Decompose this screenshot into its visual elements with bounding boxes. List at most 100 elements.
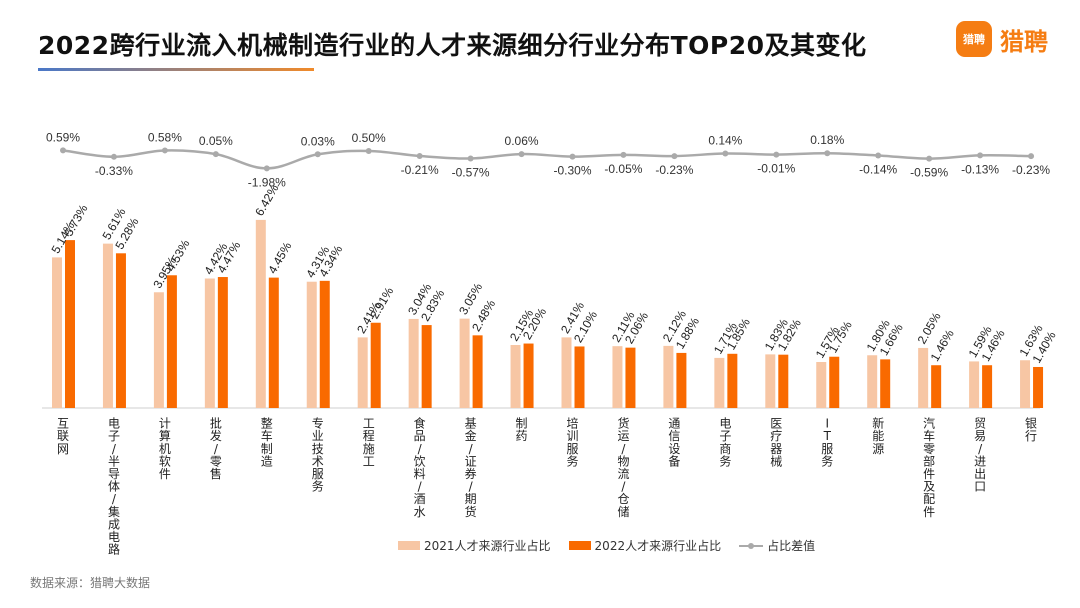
logo-text: 猎聘 <box>1000 27 1048 56</box>
legend-item-2021: 2021人才来源行业占比 <box>398 537 551 554</box>
title-underline <box>38 68 314 71</box>
bar-2021 <box>663 345 674 408</box>
bar-2022 <box>523 343 534 408</box>
diff-point <box>977 152 984 159</box>
diff-label: -0.30% <box>553 164 591 178</box>
category-labels-layer: 互联网 电子/半导体/集成电路 计算机软件 批发/零售 整车制造 专业技术服务 工程施工 食品… <box>57 416 1037 557</box>
category-label: 计算机软件 <box>159 417 171 481</box>
diff-point <box>773 151 780 158</box>
category-label: 互联网 <box>57 417 69 456</box>
diff-label: 0.03% <box>301 134 335 148</box>
bar-2021 <box>765 354 776 408</box>
bar-2021 <box>867 355 878 408</box>
diff-label: 0.14% <box>708 134 742 148</box>
category-label: 整车制造 <box>261 416 273 469</box>
bar-2021 <box>408 318 419 408</box>
category-label: 培训服务 <box>566 416 578 469</box>
bar-2022 <box>370 322 381 408</box>
bar-2022 <box>319 280 330 408</box>
legend-swatch-2022 <box>568 541 591 550</box>
logo-badge-icon: 猎聘 <box>956 21 992 57</box>
category-label: 银行 <box>1025 417 1037 444</box>
bar-2021 <box>102 243 113 408</box>
bar-2022 <box>65 240 75 408</box>
bar-2021 <box>459 318 470 408</box>
diff-point <box>212 151 219 158</box>
diff-point <box>722 150 729 157</box>
bar-2021 <box>969 361 980 408</box>
diff-label: 0.05% <box>199 134 233 148</box>
page-title: 2022跨行业流入机械制造行业的人才来源细分行业分布TOP20及其变化 <box>38 31 867 60</box>
diff-series-line <box>62 149 1032 170</box>
category-label: 医疗器械 <box>770 417 782 469</box>
category-label: 食品/饮料/酒水 <box>414 416 426 519</box>
bar-2021 <box>612 346 623 408</box>
diff-point <box>569 153 576 160</box>
diff-point <box>1028 153 1035 160</box>
legend-label-2021: 2021人才来源行业占比 <box>424 539 551 553</box>
category-label: 贸易/进出口 <box>974 417 986 494</box>
data-source: 数据来源：猎聘大数据 <box>30 576 151 590</box>
legend-swatch-diff <box>739 541 764 551</box>
bar-2021 <box>561 337 572 408</box>
diff-label: -0.23% <box>1012 163 1050 177</box>
diff-point <box>926 155 933 162</box>
diff-point <box>824 150 831 157</box>
diff-point <box>110 153 117 160</box>
diff-label: -0.01% <box>757 162 795 176</box>
bar-2022 <box>421 325 432 408</box>
diff-label: 0.59% <box>46 130 80 144</box>
diff-label: -0.05% <box>604 162 642 176</box>
category-label: 通信设备 <box>668 417 680 469</box>
diff-point <box>365 148 372 154</box>
legend-item-diff: 占比差值 <box>739 537 815 554</box>
bar-2021 <box>153 292 164 408</box>
category-label: 电子/半导体/集成电路 <box>108 417 120 557</box>
bar-2022 <box>217 277 228 408</box>
bar-2021 <box>357 337 368 408</box>
category-label: 汽车零部件及配件 <box>923 416 935 519</box>
category-label: 基金/证券/期货 <box>465 417 477 519</box>
bar-2022 <box>727 353 738 408</box>
bar-2022 <box>676 352 687 408</box>
bar-2022 <box>982 365 993 408</box>
diff-label: -0.13% <box>961 162 999 176</box>
diff-label: 0.58% <box>148 130 182 144</box>
bar-2022 <box>829 356 840 408</box>
bar-2022 <box>472 335 483 408</box>
diff-label: 0.06% <box>505 134 539 148</box>
diff-point <box>875 152 882 159</box>
diff-label: -0.59% <box>910 166 948 180</box>
legend-item-2022: 2022人才来源行业占比 <box>568 537 722 554</box>
brand-logo: 猎聘 猎聘 <box>956 20 1048 58</box>
chart-legend: 2021人才来源行业占比 2022人才来源行业占比 占比差值 <box>398 537 833 554</box>
legend-swatch-2021 <box>398 541 420 550</box>
legend-label-diff: 占比差值 <box>767 539 816 553</box>
bar-2022 <box>574 346 585 408</box>
diff-point <box>161 147 168 154</box>
category-label: 货运/物流/仓储 <box>617 416 629 519</box>
category-label: 工程施工 <box>363 417 375 469</box>
bar-2022 <box>1033 366 1044 408</box>
bar-2022 <box>625 347 636 408</box>
diff-label: -0.23% <box>655 163 693 177</box>
bar-2021 <box>918 347 929 408</box>
category-label: 电子商务 <box>719 417 731 469</box>
bar-2022 <box>166 275 177 408</box>
data-label-2022: 4.45% <box>265 239 294 276</box>
category-label: 专业技术服务 <box>312 416 324 494</box>
diff-point <box>60 147 66 154</box>
bars-layer: 5.14%5.73% 5.61%5.28%3.95%4.53% 4.42%4.47%… <box>42 182 1059 409</box>
bar-2022 <box>778 354 789 408</box>
bar-2022 <box>931 365 942 408</box>
diff-label: -0.21% <box>401 163 439 177</box>
category-label: 批发/零售 <box>210 416 222 481</box>
diff-point <box>314 151 321 158</box>
bar-2021 <box>52 257 62 408</box>
bar-2021 <box>714 357 725 408</box>
category-label: 新能源 <box>872 416 884 456</box>
bar-2021 <box>204 278 215 408</box>
category-label: I T 服务 <box>821 417 833 469</box>
category-label: 制药 <box>516 417 528 444</box>
legend-label-2022: 2022人才来源行业占比 <box>594 539 722 553</box>
